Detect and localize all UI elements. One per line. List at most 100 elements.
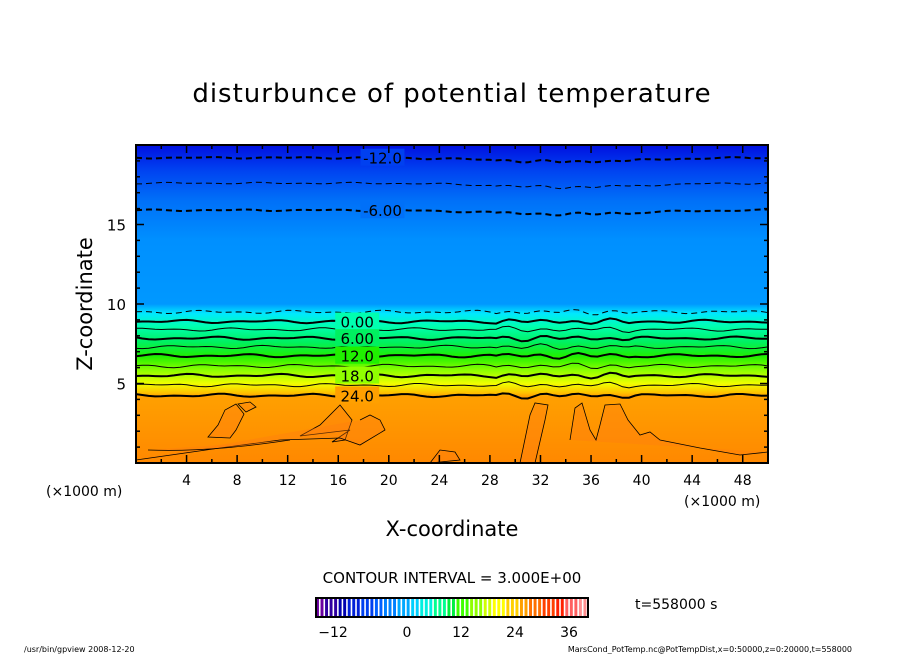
colorbar-swatch	[479, 598, 483, 617]
colorbar-swatch	[461, 598, 465, 617]
y-axis-label: Z-coordinate	[73, 237, 97, 371]
colorbar-swatch	[569, 598, 573, 617]
colorbar-swatch	[474, 598, 478, 617]
colorbar-swatch	[402, 598, 406, 617]
x-unit-label-left: (×1000 m)	[46, 484, 122, 500]
colorbar-swatch	[320, 598, 324, 617]
footer-left: /usr/bin/gpview 2008-12-20	[24, 645, 135, 654]
colorbar-swatch	[574, 598, 578, 617]
colorbar-swatch	[411, 598, 415, 617]
colorbar-swatch	[433, 598, 437, 617]
contour-line	[136, 325, 768, 334]
contour-line	[136, 317, 768, 325]
x-tick-label: 20	[380, 473, 398, 489]
x-tick-label: 4	[182, 473, 191, 489]
x-tick-label: 48	[734, 473, 752, 489]
colorbar-tick-label: 0	[403, 625, 412, 641]
colorbar-swatch	[415, 598, 419, 617]
colorbar-swatch	[388, 598, 392, 617]
y-tick-label: 5	[116, 376, 126, 394]
colorbar-swatch	[329, 598, 333, 617]
contour-interval-text: CONTOUR INTERVAL = 3.000E+00	[323, 569, 582, 587]
colorbar-swatch	[384, 598, 387, 617]
colorbar-swatch	[420, 598, 424, 617]
colorbar-swatch	[370, 598, 374, 617]
warm-contour	[207, 403, 245, 439]
contour-line	[136, 362, 768, 370]
x-tick-label: 24	[430, 473, 448, 489]
x-axis-label: X-coordinate	[386, 517, 519, 541]
footer-right: MarsCond_PotTemp.nc@PotTempDist,x=0:5000…	[568, 645, 852, 654]
colorbar-swatch	[501, 598, 505, 617]
x-tick-label: 40	[633, 473, 651, 489]
colorbar-swatch	[492, 598, 496, 617]
contour-line	[136, 156, 768, 164]
colorbar-swatch	[447, 598, 451, 617]
warm-contour	[429, 449, 461, 463]
contour-label: 18.0	[340, 368, 373, 386]
colorbar-swatch	[438, 598, 442, 617]
contour-line	[136, 371, 768, 380]
warm-contour	[147, 439, 291, 451]
contour-line	[136, 181, 768, 190]
colorbar-swatch	[379, 598, 383, 617]
colorbar-swatch	[452, 598, 455, 617]
x-unit-label-right: (×1000 m)	[684, 494, 760, 510]
time-text: t=558000 s	[635, 597, 717, 613]
colorbar-swatch	[352, 598, 356, 617]
colorbar-swatch	[397, 598, 401, 617]
colorbar-tick-label: 24	[506, 625, 524, 641]
colorbar-swatch	[524, 598, 528, 617]
colorbar-swatch	[510, 598, 514, 617]
warm-contour	[136, 414, 386, 461]
chart-title: disturbunce of potential temperature	[192, 79, 711, 109]
colorbar-swatch	[424, 598, 428, 617]
contour-label: 12.0	[340, 348, 373, 366]
colorbar-swatch	[515, 598, 519, 617]
contour-label: -6.00	[363, 202, 402, 220]
contour-line	[136, 334, 768, 343]
warm-contour	[519, 402, 549, 463]
contour-line	[136, 343, 768, 350]
contour-line	[136, 351, 768, 360]
x-tick-label: 28	[481, 473, 499, 489]
contour-label: 24.0	[340, 387, 373, 405]
colorbar-swatch	[343, 598, 347, 617]
colorbar-swatch	[465, 598, 469, 617]
colorbar-tick-label: −12	[318, 625, 348, 641]
x-tick-label: 36	[582, 473, 600, 489]
x-tick-label: 44	[683, 473, 701, 489]
colorbar-swatch	[429, 598, 433, 617]
colorbar-swatch	[442, 598, 446, 617]
warm-contour	[299, 404, 353, 443]
colorbar-swatch	[334, 598, 338, 617]
colorbar-swatch	[365, 598, 369, 617]
contour-label: -12.0	[363, 150, 402, 168]
colorbar-swatch	[361, 598, 365, 617]
colorbar-swatch	[506, 598, 510, 617]
colorbar-tick-label: 36	[560, 625, 578, 641]
colorbar-swatch	[325, 598, 329, 617]
colorbar-swatch	[583, 598, 587, 617]
contour-line	[136, 392, 768, 400]
colorbar-swatch	[338, 598, 342, 617]
colorbar-swatch	[347, 598, 351, 617]
colorbar-swatch	[565, 598, 569, 617]
colorbar-swatch	[470, 598, 474, 617]
colorbar-swatch	[488, 598, 492, 617]
colorbar-tick-label: 12	[452, 625, 470, 641]
contour-label: 0.00	[340, 313, 373, 331]
contour-line	[136, 381, 768, 389]
colorbar-swatch	[483, 598, 487, 617]
warm-contour	[569, 402, 768, 456]
colorbar: −12 0 12 24 36	[315, 597, 589, 641]
colorbar-swatch	[456, 598, 460, 617]
x-tick-label: 8	[233, 473, 242, 489]
colorbar-swatch	[406, 598, 410, 617]
colorbar-swatch	[316, 598, 319, 617]
x-tick-label: 32	[532, 473, 550, 489]
colorbar-swatch	[393, 598, 397, 617]
colorbar-swatch	[533, 598, 537, 617]
x-tick-label: 16	[329, 473, 347, 489]
